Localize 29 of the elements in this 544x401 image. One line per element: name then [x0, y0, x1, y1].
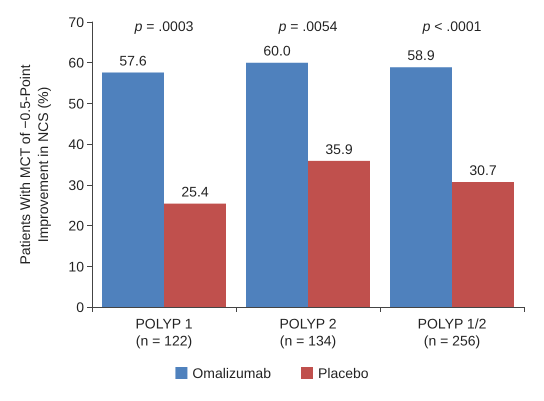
y-tick-label: 10	[68, 258, 84, 274]
legend-label: Omalizumab	[192, 365, 272, 381]
y-tick-label: 30	[68, 176, 84, 193]
bar	[390, 67, 452, 307]
text: 35.9	[325, 140, 353, 157]
text: 25.4	[181, 184, 209, 200]
text: 60.0	[263, 42, 291, 59]
text: 30.7	[469, 162, 497, 178]
annotation: p = .0054	[278, 18, 338, 34]
y-tick-label: 50	[68, 95, 84, 112]
x-tick-label: POLYP 1 (n = 122)	[135, 316, 193, 348]
y-axis-title: Patients With MCT of −0.5-Point Improvement in NCS (%)	[17, 64, 51, 265]
y-tick-label: 20	[68, 218, 84, 234]
y-tick-label: 0	[76, 299, 84, 315]
annotation: p < .0001	[422, 18, 482, 34]
bar	[246, 62, 308, 307]
y-tick-label: 60	[68, 54, 84, 71]
x-tick-label: POLYP 1/2 (n = 256)	[418, 316, 487, 348]
text: 58.9	[407, 47, 435, 64]
bar	[164, 204, 226, 307]
bar	[452, 182, 514, 307]
y-tick-label: 40	[68, 136, 84, 152]
annotation: p = .0003	[134, 18, 194, 34]
legend-label: Placebo	[318, 365, 369, 381]
bar	[308, 160, 370, 307]
y-tick-label: 70	[68, 14, 84, 30]
text: 57.6	[119, 52, 147, 68]
x-tick-label: POLYP 2 (n = 134)	[279, 316, 337, 348]
bar	[102, 72, 164, 307]
